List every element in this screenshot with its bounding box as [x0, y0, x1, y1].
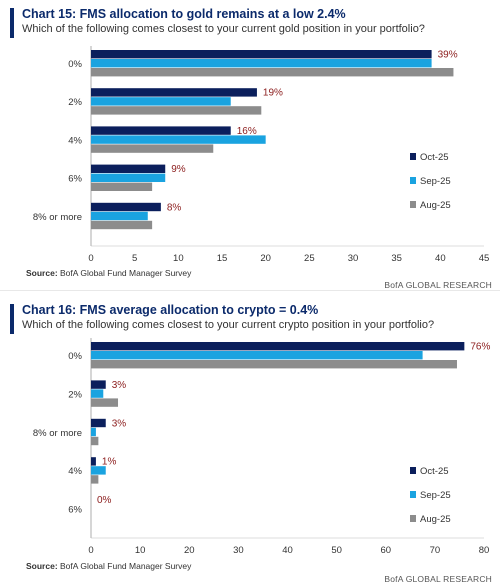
bar-sep-25 — [91, 389, 104, 398]
bar-oct-25 — [91, 457, 96, 466]
legend-swatch — [410, 153, 416, 160]
category-label: 4% — [68, 466, 82, 477]
bar-aug-25 — [91, 144, 214, 153]
category-label: 6% — [68, 174, 82, 185]
data-label: 9% — [171, 164, 186, 175]
category-label: 4% — [68, 135, 82, 146]
x-tick-label: 35 — [391, 253, 402, 264]
bar-oct-25 — [91, 380, 106, 389]
chart-16-panel: Chart 16: FMS average allocation to cryp… — [0, 296, 500, 588]
bar-sep-25 — [91, 211, 148, 221]
data-label: 3% — [112, 418, 127, 429]
chart-footer: BofA GLOBAL RESEARCH — [384, 574, 492, 584]
source-label: Source: — [26, 561, 58, 571]
category-label: 8% or more — [33, 212, 82, 223]
bar-sep-25 — [91, 466, 106, 475]
legend-swatch — [410, 201, 416, 208]
category-label: 6% — [68, 505, 82, 516]
x-tick-label: 10 — [135, 545, 146, 556]
bar-sep-25 — [91, 59, 432, 68]
chart-15-panel: Chart 15: FMS allocation to gold remains… — [0, 0, 500, 290]
x-tick-label: 40 — [282, 545, 293, 556]
x-tick-label: 30 — [348, 253, 359, 264]
legend-swatch — [410, 177, 416, 184]
x-tick-label: 70 — [430, 545, 441, 556]
bar-aug-25 — [91, 220, 153, 230]
legend-label: Aug-25 — [420, 514, 451, 525]
bar-sep-25 — [91, 135, 266, 144]
data-label: 3% — [112, 380, 127, 391]
x-tick-label: 25 — [304, 253, 315, 264]
bar-aug-25 — [91, 182, 153, 191]
legend-swatch — [410, 467, 416, 474]
panel-divider — [0, 290, 500, 291]
bar-sep-25 — [91, 97, 231, 106]
data-label: 19% — [263, 88, 283, 99]
chart-title: Chart 15: FMS allocation to gold remains… — [22, 7, 346, 21]
bar-sep-25 — [91, 427, 96, 437]
bar-oct-25 — [91, 126, 231, 135]
chart-source: Source: BofA Global Fund Manager Survey — [26, 561, 191, 571]
chart-source: Source: BofA Global Fund Manager Survey — [26, 268, 191, 278]
chart-footer: BofA GLOBAL RESEARCH — [384, 280, 492, 290]
data-label: 0% — [97, 495, 112, 506]
source-text: BofA Global Fund Manager Survey — [57, 561, 192, 571]
source-text: BofA Global Fund Manager Survey — [57, 268, 192, 278]
bar-oct-25 — [91, 342, 465, 351]
category-label: 0% — [68, 59, 82, 70]
x-tick-label: 10 — [173, 253, 184, 264]
x-tick-label: 40 — [435, 253, 446, 264]
bar-oct-25 — [91, 418, 106, 428]
data-label: 8% — [167, 202, 182, 213]
bar-aug-25 — [91, 436, 99, 446]
x-tick-label: 15 — [217, 253, 228, 264]
bar-oct-25 — [91, 88, 257, 97]
x-tick-label: 5 — [132, 253, 137, 264]
crypto-allocation-chart: 0 10 20 30 40 50 60 70 80 0% 76% 2% 3% 8% or more 3% 4%… — [33, 338, 490, 556]
chart-subtitle: Which of the following comes closest to … — [22, 319, 435, 331]
source-label: Source: — [26, 268, 58, 278]
x-tick-label: 20 — [260, 253, 271, 264]
category-label: 8% or more — [33, 428, 82, 439]
chart-subtitle: Which of the following comes closest to … — [22, 23, 425, 35]
bar-oct-25 — [91, 164, 166, 173]
bar-sep-25 — [91, 351, 423, 360]
x-tick-label: 45 — [479, 253, 490, 264]
x-tick-label: 0 — [88, 545, 93, 556]
bar-oct-25 — [91, 50, 432, 59]
bar-sep-25 — [91, 173, 166, 182]
x-tick-label: 60 — [380, 545, 391, 556]
data-label: 1% — [102, 457, 117, 468]
x-tick-label: 50 — [331, 545, 342, 556]
category-label: 0% — [68, 351, 82, 362]
x-tick-label: 80 — [479, 545, 490, 556]
bar-aug-25 — [91, 475, 99, 484]
data-label: 76% — [470, 342, 490, 353]
x-tick-label: 30 — [233, 545, 244, 556]
legend-label: Aug-25 — [420, 200, 451, 211]
legend-swatch — [410, 491, 416, 498]
gold-allocation-chart: 0 5 10 15 20 25 30 35 40 45 0% 39% 2% 19% 4% 16% 6% 9% 8% … — [33, 46, 490, 264]
category-label: 2% — [68, 97, 82, 108]
x-tick-label: 0 — [88, 253, 93, 264]
bar-aug-25 — [91, 360, 457, 369]
title-accent-bar — [10, 304, 14, 334]
legend-label: Sep-25 — [420, 490, 451, 501]
bar-aug-25 — [91, 68, 454, 77]
legend-label: Sep-25 — [420, 176, 451, 187]
x-tick-label: 20 — [184, 545, 195, 556]
bar-oct-25 — [91, 202, 161, 212]
category-label: 2% — [68, 389, 82, 400]
bar-aug-25 — [91, 106, 262, 115]
chart-title: Chart 16: FMS average allocation to cryp… — [22, 303, 319, 317]
title-accent-bar — [10, 8, 14, 38]
data-label: 16% — [237, 126, 257, 137]
bar-aug-25 — [91, 398, 119, 407]
legend-label: Oct-25 — [420, 466, 449, 477]
legend-swatch — [410, 515, 416, 522]
legend-label: Oct-25 — [420, 152, 449, 163]
data-label: 39% — [438, 50, 458, 61]
